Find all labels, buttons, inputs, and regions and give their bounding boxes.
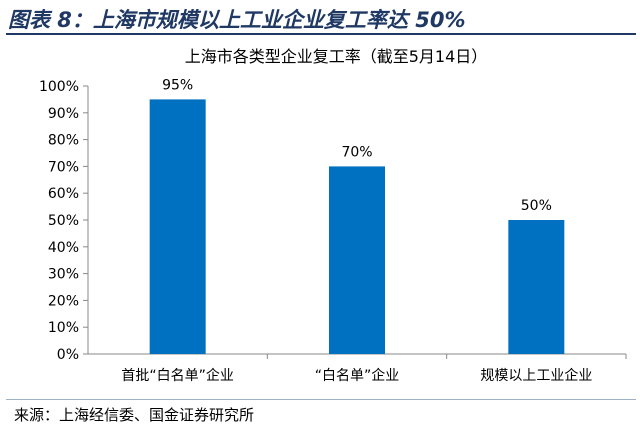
data-label: 70% (341, 144, 372, 160)
y-tick-label: 100% (39, 79, 79, 95)
x-tick-label: “白名单”企业 (315, 367, 400, 384)
bar-chart: 上海市各类型企业复工率（截至5月14日） 0% 10% 20% 30% 40% 50% 60… (39, 47, 627, 384)
source-note: 来源：上海经信委、国金证券研究所 (14, 406, 255, 424)
y-tick-label: 50% (48, 213, 79, 229)
x-tick-label: 规模以上工业企业 (480, 367, 592, 384)
y-tick-label: 40% (48, 240, 79, 256)
chart-title: 上海市各类型企业复工率（截至5月14日） (185, 47, 488, 66)
y-tick-label: 20% (48, 293, 79, 309)
data-label: 50% (521, 198, 552, 214)
data-label: 95% (162, 77, 193, 93)
bar (149, 99, 206, 355)
y-tick-label: 60% (48, 186, 79, 202)
y-tick-label: 90% (48, 106, 79, 122)
bar (508, 220, 565, 354)
title-divider (6, 33, 636, 35)
x-tick-label: 首批“白名单”企业 (121, 367, 234, 384)
figure-title: 图表 8：上海市规模以上工业企业复工率达 50% (8, 8, 466, 32)
y-tick-label: 30% (48, 267, 79, 283)
y-tick-label: 80% (48, 133, 79, 149)
y-tick-label: 70% (48, 159, 79, 175)
bar (329, 166, 385, 354)
source-divider (6, 399, 636, 400)
y-tick-label: 0% (57, 347, 79, 363)
y-tick-label: 10% (48, 320, 79, 336)
